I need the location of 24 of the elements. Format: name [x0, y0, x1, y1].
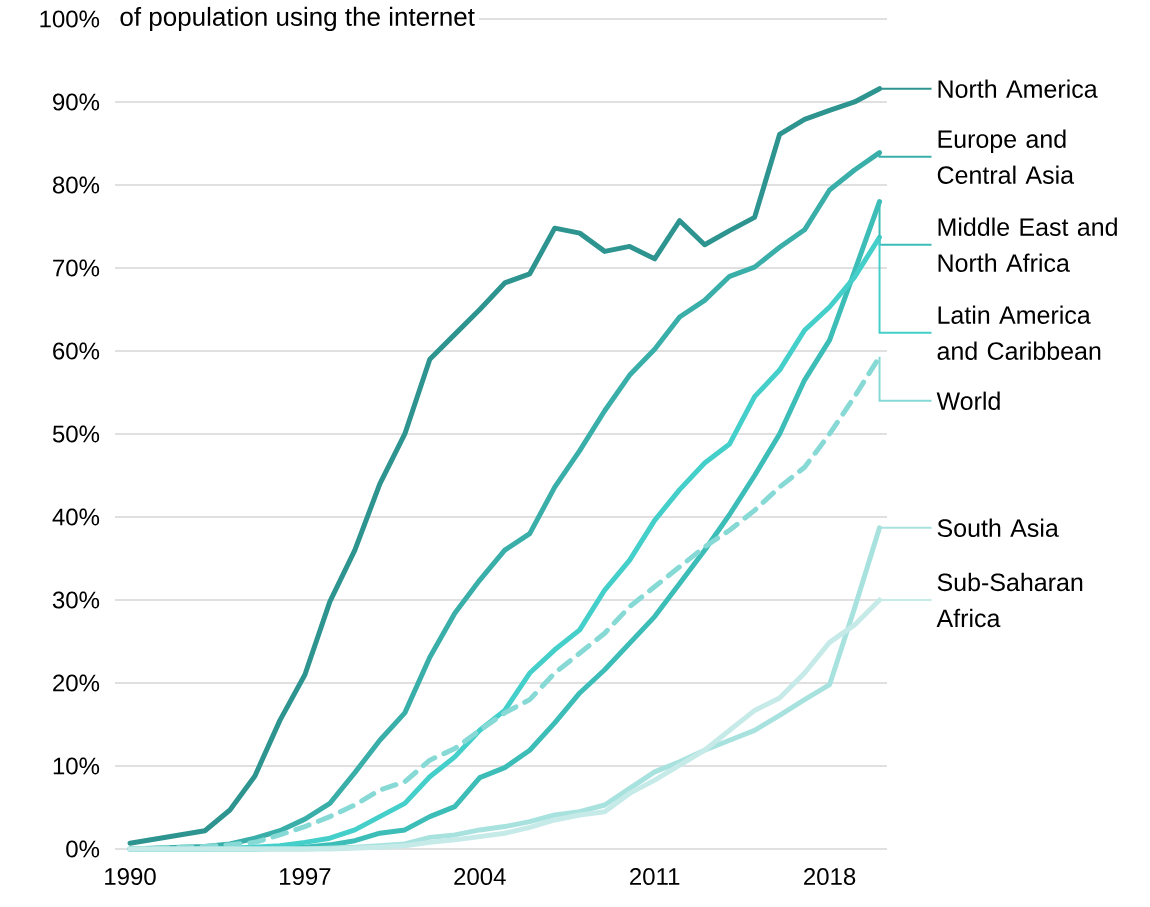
y-tick-label: 30%	[52, 591, 100, 609]
legend-label: Middle East and North Africa	[938, 217, 1117, 272]
y-axis-title: of population using the internet	[120, 6, 475, 32]
y-tick-label: 10%	[53, 757, 100, 775]
x-tick-label: 2018	[804, 868, 856, 886]
legend-label: South Asia	[937, 518, 1059, 537]
y-tick-label: 50%	[52, 425, 100, 443]
x-tick-label: 1990	[105, 868, 156, 886]
y-tick-label: 80%	[52, 176, 100, 194]
x-tick-label: 2004	[454, 868, 506, 886]
legend-label: North America	[938, 79, 1098, 98]
y-tick-label: 60%	[53, 342, 100, 360]
y-tick-label: 0%	[66, 840, 100, 858]
x-tick-label: 2011	[630, 868, 680, 886]
text: World	[936, 391, 1000, 410]
y-tick-label: 90%	[53, 93, 100, 111]
y-tick-label: 100%	[40, 10, 100, 28]
legend-label: Europe and Central Asia	[937, 129, 1075, 184]
legend-label: Sub-Saharan Africa	[936, 572, 1083, 628]
text: Latin America and Caribbean	[937, 305, 1101, 360]
y-tick-label: 70%	[53, 259, 100, 277]
x-tick-label: 1997	[280, 868, 331, 886]
y-tick-label: 20%	[53, 674, 100, 692]
y-tick-label: 40%	[52, 508, 100, 526]
